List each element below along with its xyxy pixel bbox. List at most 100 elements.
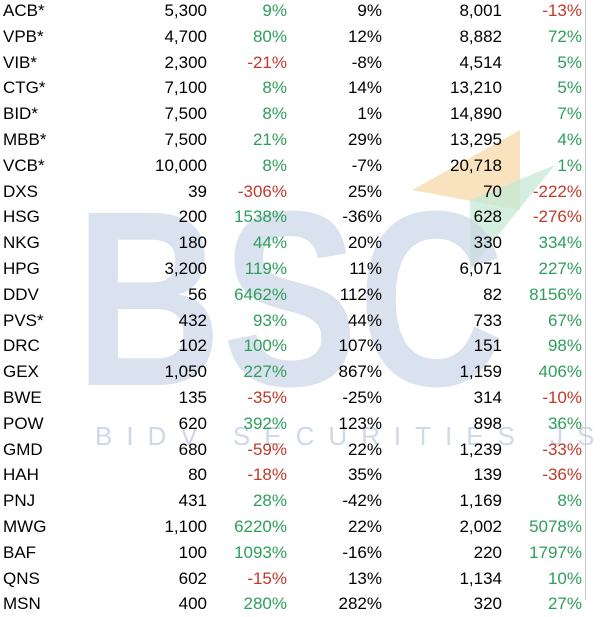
value-cell: 151 [473,336,502,356]
table-row: VPB* 4,700 80% 12% 8,882 72% [0,24,585,50]
value-cell: 392% [243,413,287,433]
value-cell: 98% [547,336,582,356]
value-cell: -222% [532,181,582,201]
value-cell: 200 [178,207,207,227]
value-cell: 22% [347,516,382,536]
table-right-border [585,0,586,600]
ticker-cell: NKG [3,233,40,253]
value-cell: 8% [262,78,287,98]
value-cell: -15% [247,568,287,588]
value-cell: 13,210 [450,78,502,98]
value-cell: 20,718 [450,155,502,175]
value-cell: 119% [244,258,287,278]
table-row: VCB* 10,000 8% -7% 20,718 1% [0,153,585,179]
table-row: POW 620 392% 123% 898 36% [0,411,585,437]
table-row: QNS 602 -15% 13% 1,134 10% [0,566,585,592]
financial-data-table: ACB* 5,300 9% 9% 8,001 -13% VPB* 4,700 80% 12% 8,8… [0,1,585,617]
table-body: ACB* 5,300 9% 9% 8,001 -13% VPB* 4,700 80% 12% 8,8… [0,1,585,617]
value-cell: 1% [357,104,382,124]
value-cell: -35% [247,387,287,407]
value-cell: -33% [542,439,582,459]
value-cell: 80% [252,26,287,46]
value-cell: 334% [538,233,582,253]
ticker-cell: HSG [3,207,40,227]
value-cell: 107% [338,336,382,356]
table-row: DXS 39 -306% 25% 70 -222% [0,179,585,205]
value-cell: 8,882 [459,26,502,46]
value-cell: 6220% [234,516,287,536]
value-cell: 44% [252,233,287,253]
value-cell: 44% [347,310,382,330]
value-cell: 93% [252,310,287,330]
value-cell: -276% [532,207,582,227]
value-cell: 139 [473,465,502,485]
value-cell: 5% [557,52,582,72]
ticker-cell: MBB* [3,129,47,149]
ticker-cell: BWE [3,387,42,407]
table-row: CTG* 7,100 8% 14% 13,210 5% [0,75,585,101]
value-cell: 9% [262,1,287,20]
value-cell: 100 [178,542,207,562]
value-cell: 406% [538,362,582,382]
ticker-cell: VPB* [3,26,44,46]
table-row: GEX 1,050 227% 867% 1,159 406% [0,359,585,385]
table-row: HAH 80 -18% 35% 139 -36% [0,462,585,488]
value-cell: 1,239 [459,439,502,459]
value-cell: 280% [243,594,287,614]
ticker-cell: GMD [3,439,43,459]
value-cell: 220 [473,542,502,562]
ticker-cell: MWG [3,516,47,536]
value-cell: 314 [473,387,502,407]
value-cell: 1,169 [459,491,502,511]
value-cell: 12% [347,26,382,46]
table-row: HSG 200 1538% -36% 628 -276% [0,204,585,230]
value-cell: -59% [247,439,287,459]
value-cell: 5,300 [164,1,207,20]
value-cell: 620 [178,413,207,433]
value-cell: 3,200 [164,258,207,278]
value-cell: 867% [338,362,382,382]
value-cell: 5078% [529,516,582,536]
value-cell: 1093% [234,542,287,562]
table-row: BAF 100 1093% -16% 220 1797% [0,540,585,566]
value-cell: 25% [347,181,382,201]
value-cell: 7,500 [164,104,207,124]
ticker-cell: GEX [3,362,39,382]
value-cell: 67% [547,310,582,330]
value-cell: 7,500 [164,129,207,149]
table-row: GMD 680 -59% 22% 1,239 -33% [0,437,585,463]
value-cell: 10% [547,568,582,588]
value-cell: 2,300 [164,52,207,72]
value-cell: 82 [483,284,502,304]
value-cell: -42% [342,491,382,511]
value-cell: 102 [178,336,207,356]
ticker-cell: ACB* [3,1,45,20]
table-row: VIB* 2,300 -21% -8% 4,514 5% [0,50,585,76]
table-row: BID* 7,500 8% 1% 14,890 7% [0,101,585,127]
value-cell: -36% [342,207,382,227]
ticker-cell: POW [3,413,44,433]
value-cell: 431 [178,491,207,511]
value-cell: 13,295 [450,129,502,149]
value-cell: 21% [252,129,287,149]
value-cell: 100% [243,336,287,356]
table-row: DRC 102 100% 107% 151 98% [0,333,585,359]
value-cell: 20% [347,233,382,253]
value-cell: 72% [547,26,582,46]
table-row: MSN 400 280% 282% 320 27% [0,591,585,617]
value-cell: -306% [237,181,287,201]
value-cell: 14,890 [450,104,502,124]
ticker-cell: BID* [3,104,38,124]
value-cell: 180 [178,233,207,253]
value-cell: 1797% [529,542,582,562]
value-cell: 39 [188,181,207,201]
value-cell: 330 [473,233,502,253]
value-cell: 135 [178,387,207,407]
value-cell: -8% [351,52,382,72]
value-cell: 4,700 [164,26,207,46]
value-cell: 8156% [529,284,582,304]
value-cell: 27% [547,594,582,614]
value-cell: 123% [338,413,382,433]
value-cell: 602 [178,568,207,588]
value-cell: -7% [351,155,382,175]
